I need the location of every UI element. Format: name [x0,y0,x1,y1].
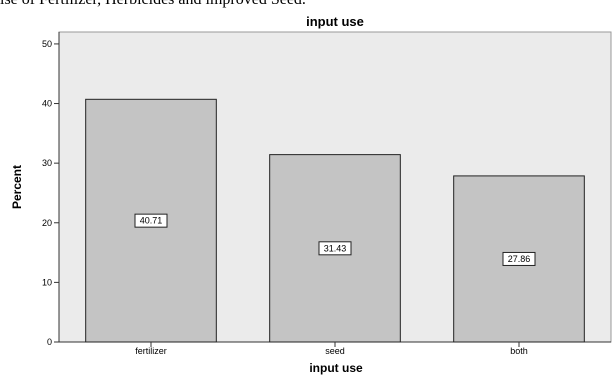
x-tick-label: fertilizer [135,346,167,356]
x-axis-label: input use [309,361,363,375]
data-label: 31.43 [324,243,347,253]
y-tick-label: 20 [42,218,52,228]
y-axis-label: Percent [10,165,24,209]
y-tick-label: 30 [42,158,52,168]
data-label-box [502,251,536,266]
y-tick-label: 50 [42,39,52,49]
data-label: 40.71 [140,216,163,226]
page-text-fragment: ise of Fertilizer, Herbicides and improv… [0,0,306,9]
y-tick-label: 0 [47,337,52,347]
x-tick-label: seed [325,346,345,356]
data-label: 27.86 [508,254,531,264]
data-label-box [318,241,352,256]
data-label-box [134,213,168,228]
y-tick-label: 40 [42,99,52,109]
y-tick-label: 10 [42,277,52,287]
x-tick-label: both [510,346,528,356]
chart-title: input use [306,14,364,29]
